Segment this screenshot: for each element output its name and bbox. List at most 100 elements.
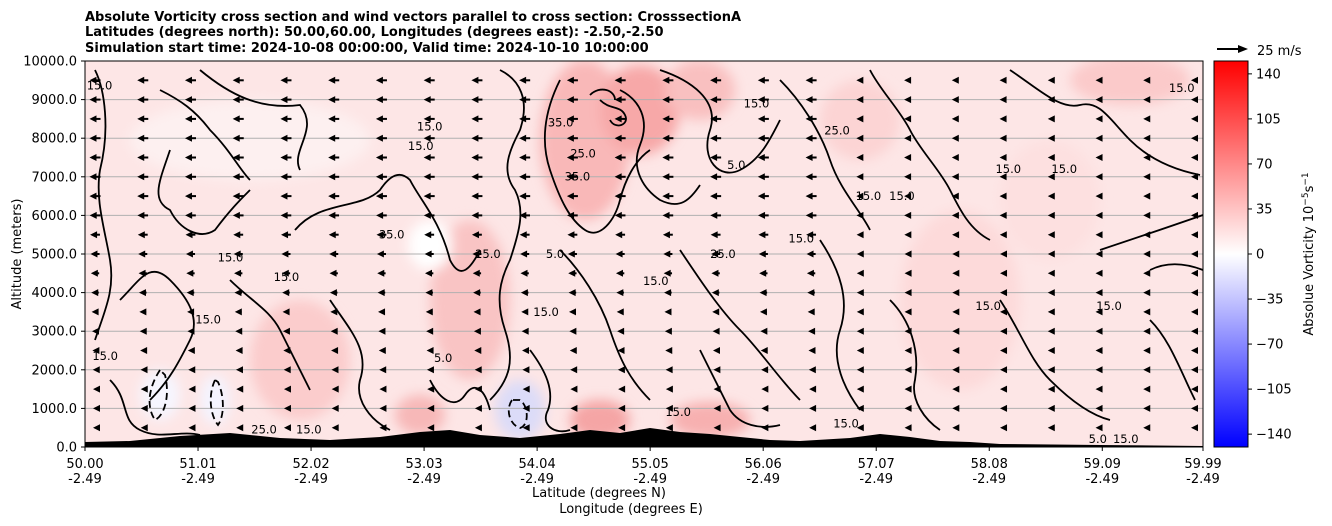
wind-vector-head xyxy=(281,250,289,258)
wind-vector-head xyxy=(471,211,479,219)
wind-vector-head xyxy=(904,76,912,84)
wind-vector-head xyxy=(379,366,387,374)
wind-vector-head xyxy=(1095,173,1103,181)
contour-line xyxy=(507,399,528,429)
wind-vector-head xyxy=(567,211,575,219)
contour-line xyxy=(999,299,1111,421)
wind-vector-head xyxy=(904,250,912,258)
wind-vector-head xyxy=(1143,154,1151,161)
wind-vector-head xyxy=(952,366,960,374)
wind-vector-head xyxy=(283,366,291,374)
wind-vector-head xyxy=(280,192,288,200)
wind-vector-head xyxy=(1047,250,1055,258)
wind-vector-head xyxy=(232,115,240,123)
wind-vector-head xyxy=(566,76,574,84)
wind-vector-head xyxy=(856,96,864,104)
wind-vector-head xyxy=(713,385,721,393)
wind-vector-head xyxy=(904,211,912,219)
y-tick-label: 9000.0 xyxy=(32,93,78,108)
wind-vector-head xyxy=(328,76,336,84)
wind-vector-head xyxy=(233,231,241,239)
contour-label: 15.0 xyxy=(665,405,691,419)
contour-line xyxy=(619,89,701,205)
wind-vector-head xyxy=(472,269,480,277)
wind-vector-head xyxy=(328,134,336,142)
contour-label: 25.0 xyxy=(824,123,850,137)
wind-vector-head xyxy=(330,308,338,316)
wind-vector-head xyxy=(139,308,147,316)
wind-vector-head xyxy=(710,115,718,123)
wind-vector-head xyxy=(1047,404,1055,412)
wind-vector-head xyxy=(952,289,960,297)
wind-vector-head xyxy=(1047,76,1055,84)
wind-vector-head xyxy=(665,385,673,393)
wind-vector-head xyxy=(999,134,1007,142)
wind-vector-head xyxy=(329,250,337,258)
wind-vector-head xyxy=(662,154,670,161)
wind-vector-head xyxy=(1191,211,1198,219)
wind-vector-head xyxy=(951,173,959,181)
wind-vector-head xyxy=(423,96,431,104)
contour-line xyxy=(659,69,781,174)
wind-vector-head xyxy=(1191,424,1198,432)
wind-vector-head xyxy=(331,366,339,374)
wind-vector-head xyxy=(232,173,240,181)
contour-line xyxy=(529,349,571,433)
chart-title-line-2: Latitudes (degrees north): 50.00,60.00, … xyxy=(85,25,664,40)
y-tick-label: 10000.0 xyxy=(23,55,77,70)
wind-vector-head xyxy=(805,96,813,104)
x-tick-label-lat: 51.01 xyxy=(179,457,216,472)
x-axis-label-line-1: Latitude (degrees N) xyxy=(532,486,666,501)
y-tick-label: 4000.0 xyxy=(32,286,78,301)
wind-vector-head xyxy=(712,308,720,316)
wind-vector-head xyxy=(570,385,578,393)
x-tick-label-lon: -2.49 xyxy=(633,472,667,487)
x-tick-label-lon: -2.49 xyxy=(181,472,215,487)
wind-vector-head xyxy=(378,347,386,354)
wind-vector-head xyxy=(614,96,622,104)
wind-vector-head xyxy=(1143,134,1151,142)
x-tick-label-lat: 55.05 xyxy=(632,457,669,472)
wind-vector-head xyxy=(282,308,290,316)
wind-vector-head xyxy=(761,424,769,432)
wind-vector-head xyxy=(1191,347,1198,354)
wind-vector-head xyxy=(377,289,385,297)
wind-vector-head xyxy=(757,96,765,104)
x-tick-label-lat: 52.02 xyxy=(292,457,329,472)
wind-vector-head xyxy=(617,327,625,335)
x-tick-label-lon: -2.49 xyxy=(294,472,328,487)
colorbar-tick-label: 0 xyxy=(1256,248,1264,263)
x-tick-label-lat: 58.08 xyxy=(971,457,1008,472)
wind-vector-head xyxy=(856,134,864,142)
wind-vector-head xyxy=(1191,76,1198,84)
wind-vector-head xyxy=(904,96,912,104)
wind-vector-head xyxy=(280,96,288,104)
wind-vector-head xyxy=(1095,96,1103,104)
wind-vector-head xyxy=(519,115,527,123)
wind-vector-head xyxy=(234,269,242,277)
wind-vector-head xyxy=(1191,134,1198,142)
wind-vector-head xyxy=(1191,192,1198,200)
wind-vector-head xyxy=(137,96,145,104)
contour-label: 15.0 xyxy=(1051,162,1077,176)
wind-vector-head xyxy=(856,424,864,432)
wind-vector-head xyxy=(1047,327,1055,335)
wind-vector-head xyxy=(471,76,479,84)
wind-vector-head xyxy=(951,154,959,161)
wind-vector-head xyxy=(662,173,670,181)
wind-vector-head xyxy=(93,385,100,393)
plot-area: 15.0 15.0 15.0 15.0 15.0 15.0 15.0 15.0 15.0 5.0 3… xyxy=(85,61,1203,447)
wind-vector-head xyxy=(138,289,146,297)
wind-vector-head xyxy=(1095,366,1103,374)
wind-vector-head xyxy=(1047,96,1055,104)
wind-vector-head xyxy=(808,327,816,335)
wind-vector-head xyxy=(618,385,626,393)
wind-vector-head xyxy=(283,347,291,354)
wind-vector-head xyxy=(522,347,530,354)
wind-vector-head xyxy=(1143,211,1151,219)
wind-vector-head xyxy=(570,424,578,432)
contour-label: 5.0 xyxy=(1089,432,1107,446)
wind-vector-head xyxy=(520,250,528,258)
wind-vector-head xyxy=(376,250,384,258)
wind-vector-head xyxy=(426,347,434,354)
